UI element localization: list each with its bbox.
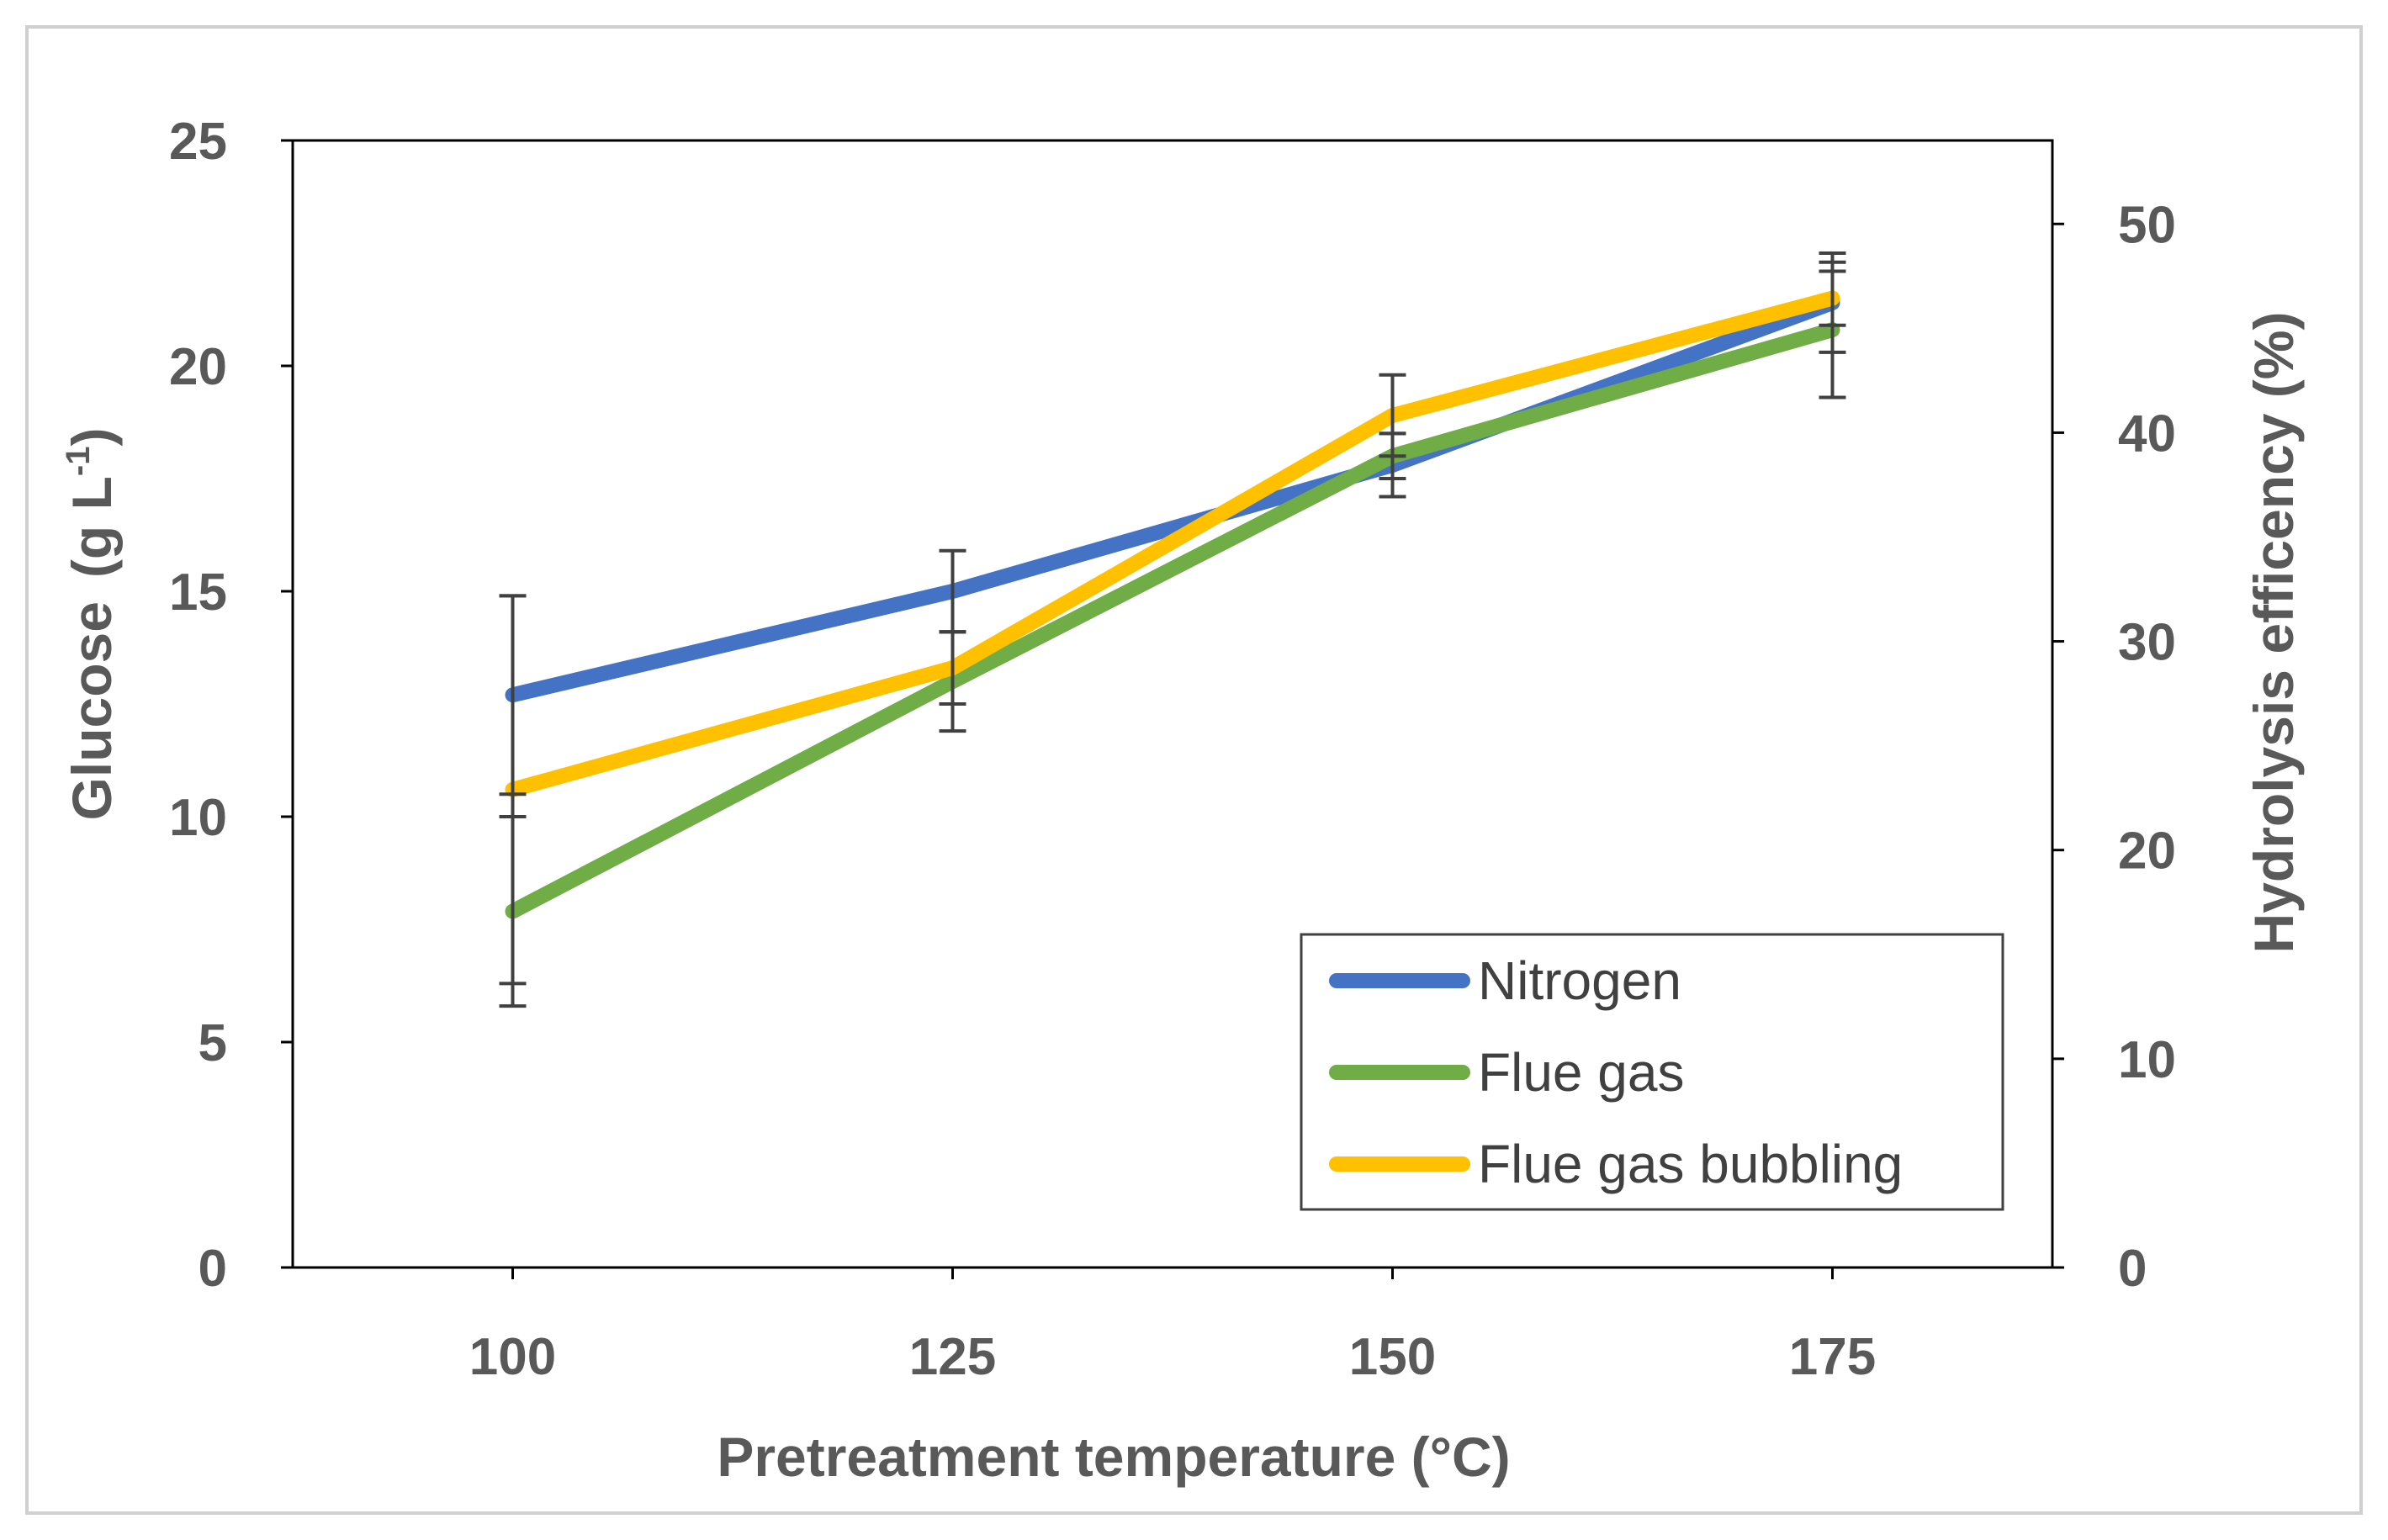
series-line-flue-gas-bubbling: [505, 290, 1840, 797]
x-tick-label: 150: [1349, 1328, 1436, 1386]
error-bar: [1379, 373, 1406, 458]
y-right-tick-label: 20: [2118, 823, 2176, 881]
legend-label: Flue gas bubbling: [1478, 1134, 1903, 1194]
legend-item: Flue gas: [1329, 1042, 1684, 1103]
error-bar: [939, 630, 966, 706]
x-tick-label: 125: [909, 1328, 996, 1386]
y-left-tick-label: 25: [169, 113, 227, 171]
y-right-tick-label: 50: [2118, 196, 2176, 254]
x-axis-title: Pretreatment temperature (°C): [717, 1426, 1510, 1488]
y-right-tick-label: 10: [2118, 1031, 2176, 1089]
y-right-axis-ticks: 0 10 20 30 40 50: [2052, 196, 2176, 1298]
error-bar-layer: [499, 251, 1846, 1008]
legend-label: Flue gas: [1478, 1042, 1684, 1103]
y-left-axis-title-close: ): [61, 428, 123, 447]
legend: Nitrogen Flue gas Flue gas bubbling: [1300, 933, 2004, 1211]
y-right-tick-label: 40: [2118, 405, 2176, 463]
x-axis-ticks: 100 125 150 175: [469, 1267, 1876, 1386]
y-left-tick-label: 15: [169, 564, 227, 622]
legend-item: Flue gas bubbling: [1329, 1134, 1903, 1194]
y-left-tick-label: 0: [199, 1240, 227, 1298]
y-left-axis-title-sup: -1: [60, 447, 97, 477]
legend-label: Nitrogen: [1478, 950, 1681, 1011]
plot-area: [291, 139, 2054, 1269]
y-left-axis-title-main: Glucose: [61, 601, 123, 820]
y-left-tick-label: 5: [199, 1014, 227, 1072]
x-tick-label: 175: [1789, 1328, 1876, 1386]
error-bar: [1819, 269, 1846, 327]
legend-item: Nitrogen: [1329, 950, 1681, 1011]
series-layer: [505, 290, 1840, 919]
y-left-axis-title: Glucose (g L-1): [60, 428, 123, 821]
x-tick-label: 100: [469, 1328, 556, 1386]
y-left-tick-label: 20: [169, 338, 227, 396]
series-line-flue-gas: [505, 322, 1840, 919]
y-right-axis-title: Hydrolysis efficency (%): [2242, 312, 2305, 954]
y-left-axis-title-unit: (g L: [61, 476, 123, 578]
y-right-tick-label: 30: [2118, 614, 2176, 672]
series-line-nitrogen: [505, 294, 1840, 703]
y-right-tick-label: 0: [2118, 1240, 2147, 1298]
error-bar: [499, 594, 527, 986]
y-left-tick-label: 10: [169, 789, 227, 847]
y-left-axis-ticks: 0 5 10 15 20 25: [169, 113, 293, 1298]
